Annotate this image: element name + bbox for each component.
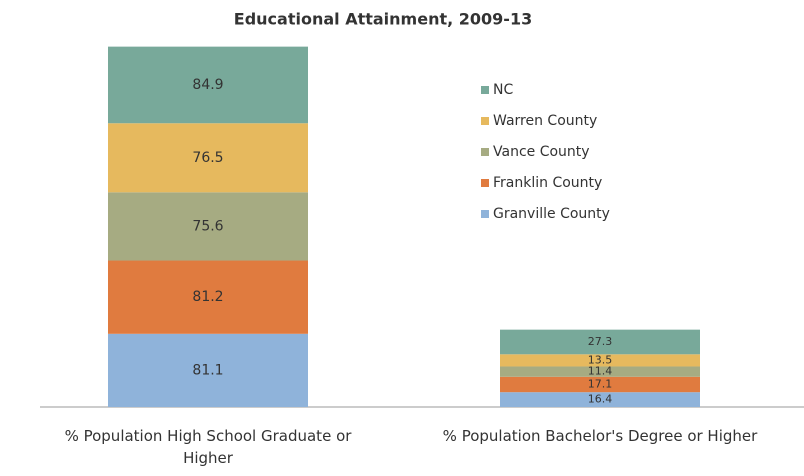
data-label: 27.3 xyxy=(588,335,613,348)
bar-segment xyxy=(500,376,700,393)
legend-swatch xyxy=(481,148,489,156)
legend-label: NC xyxy=(493,82,513,98)
data-label: 76.5 xyxy=(192,150,223,166)
legend-label: Warren County xyxy=(493,113,597,129)
bar-segment xyxy=(500,354,700,367)
data-label: 11.4 xyxy=(588,365,613,378)
data-label: 81.2 xyxy=(192,289,223,305)
legend-swatch xyxy=(481,179,489,187)
legend-label: Franklin County xyxy=(493,175,602,191)
bar-segment xyxy=(500,329,700,355)
legend-swatch xyxy=(481,86,489,94)
legend-swatch xyxy=(481,117,489,125)
legend-label: Granville County xyxy=(493,206,610,222)
data-label: 75.6 xyxy=(192,218,223,234)
data-label: 84.9 xyxy=(192,77,223,93)
data-label: 13.5 xyxy=(588,353,613,366)
bar-segment xyxy=(108,333,308,407)
x-tick-label: % Population High School Graduate or Hig… xyxy=(64,427,352,467)
bar-segment xyxy=(500,392,700,407)
x-tick-label: % Population Bachelor's Degree or Higher xyxy=(442,427,758,445)
bar-segment xyxy=(108,192,308,261)
data-label: 17.1 xyxy=(588,377,613,390)
legend-swatch xyxy=(481,210,489,218)
bar-segment xyxy=(108,123,308,193)
bar-segment xyxy=(500,366,700,377)
data-label: 81.1 xyxy=(192,362,223,378)
chart-title: Educational Attainment, 2009-13 xyxy=(234,10,532,29)
data-label: 16.4 xyxy=(588,393,613,406)
bar-segment xyxy=(108,46,308,124)
bar-segment xyxy=(108,260,308,334)
legend-label: Vance County xyxy=(493,144,590,160)
